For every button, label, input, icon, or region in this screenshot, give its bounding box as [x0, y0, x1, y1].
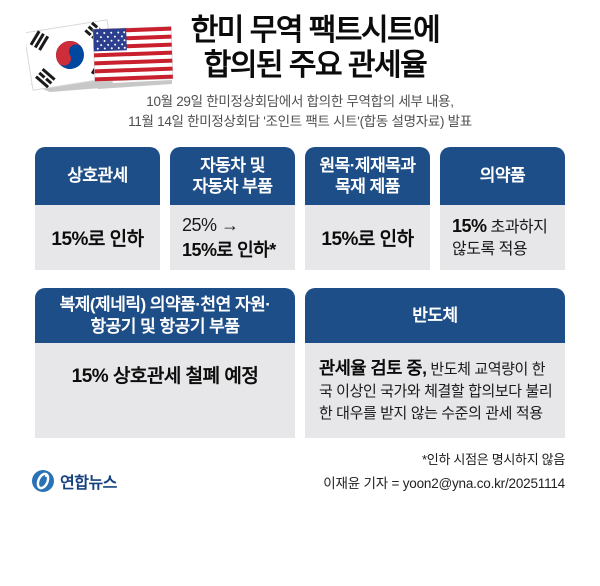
card-lumber-body: 15%로 인하 [305, 205, 430, 270]
card-reciprocal-tariff-header: 상호관세 [35, 147, 160, 205]
card-semiconductor-text-rest: 반도체 교역량이 한국 이상인 국가와 체결할 합의보다 불리한 대우를 받지 … [319, 361, 553, 423]
byline: 이재윤 기자 = yoon2@yna.co.kr/20251114 [323, 476, 565, 491]
card-pharma-header: 의약품 [440, 147, 565, 205]
subtitle: 10월 29일 한미정상회담에서 합의한 무역합의 세부 내용, 11월 14일… [0, 92, 600, 133]
card-pharma: 의약품 15% 초과하지 않도록 적용 [440, 147, 565, 270]
card-auto-parts-value-before: 25% → [182, 215, 239, 236]
card-pharma-body: 15% 초과하지 않도록 적용 [440, 205, 565, 270]
card-pharma-value: 15% 초과하지 않도록 적용 [452, 214, 557, 260]
card-pharma-value-rest: 초과하지 않도록 적용 [452, 219, 548, 258]
subtitle-line-2: 11월 14일 한미정상회담 '조인트 팩트 시트'(합동 설명자료) 발표 [128, 114, 472, 130]
card-semiconductor: 반도체 관세율 검토 중, 반도체 교역량이 한국 이상인 국가와 체결할 합의… [305, 288, 565, 438]
subtitle-line-1: 10월 29일 한미정상회담에서 합의한 무역합의 세부 내용, [146, 94, 454, 109]
title-line-1: 한미 무역 팩트시트에 [190, 14, 441, 47]
korea-us-flags-icon [23, 19, 174, 92]
yonhap-logo-text: 연합뉴스 [60, 475, 117, 492]
card-auto-parts: 자동차 및 자동차 부품 25% → 15%로 인하* [170, 147, 295, 270]
card-pharma-title: 의약품 [479, 166, 526, 186]
title-line-2: 합의된 주요 관세율 [203, 49, 428, 83]
card-semiconductor-header: 반도체 [305, 288, 565, 343]
yonhap-logo-icon [32, 470, 54, 492]
card-lumber-title-line1: 원목·제재목과 [319, 155, 416, 175]
card-generic-pharma-aircraft-body: 15% 상호관세 철폐 예정 [35, 343, 295, 438]
card-lumber-title-line2: 목재 제품 [335, 177, 400, 196]
card-auto-parts-title-line2: 자동차 부품 [192, 177, 273, 196]
card-reciprocal-tariff-body: 15%로 인하 [35, 205, 160, 270]
card-generic-title-line1: 복제(제네릭) 의약품·천연 자원· [59, 295, 271, 315]
card-generic-pharma-aircraft-header: 복제(제네릭) 의약품·천연 자원· 항공기 및 항공기 부품 [35, 288, 295, 343]
card-semiconductor-title: 반도체 [412, 305, 458, 325]
card-auto-parts-value-after: 15%로 인하* [182, 239, 276, 260]
card-generic-pharma-aircraft: 복제(제네릭) 의약품·천연 자원· 항공기 및 항공기 부품 15% 상호관세… [35, 288, 295, 438]
card-semiconductor-text: 관세율 검토 중, 반도체 교역량이 한국 이상인 국가와 체결할 합의보다 불… [305, 343, 565, 425]
card-auto-parts-body: 25% → 15%로 인하* [170, 205, 295, 270]
card-semiconductor-body: 관세율 검토 중, 반도체 교역량이 한국 이상인 국가와 체결할 합의보다 불… [305, 343, 565, 438]
card-reciprocal-tariff-title: 상호관세 [67, 166, 128, 186]
card-generic-value: 15% 상호관세 철폐 예정 [71, 366, 259, 387]
tariff-cards-row-2: 복제(제네릭) 의약품·천연 자원· 항공기 및 항공기 부품 15% 상호관세… [35, 288, 565, 438]
us-flag-icon [92, 26, 174, 82]
card-auto-parts-title-line1: 자동차 및 [200, 155, 265, 175]
yonhap-logo: 연합뉴스 [30, 468, 117, 494]
card-semiconductor-text-strong: 관세율 검토 중, [319, 358, 427, 378]
card-pharma-value-strong: 15% [452, 216, 487, 237]
card-lumber: 원목·제재목과 목재 제품 15%로 인하 [305, 147, 430, 270]
page-title: 한미 무역 팩트시트에 합의된 주요 관세율 [150, 13, 480, 83]
footnote: *인하 시점은 명시하지 않음 [422, 452, 565, 467]
card-generic-title-line2: 항공기 및 항공기 부품 [90, 316, 240, 336]
card-lumber-header: 원목·제재목과 목재 제품 [305, 147, 430, 205]
card-lumber-value: 15%로 인하 [321, 229, 414, 250]
card-reciprocal-tariff-value: 15%로 인하 [51, 229, 144, 250]
card-auto-parts-header: 자동차 및 자동차 부품 [170, 147, 295, 205]
tariff-cards-row-1: 상호관세 15%로 인하 자동차 및 자동차 부품 25% → 15%로 인하*… [35, 147, 565, 270]
card-reciprocal-tariff: 상호관세 15%로 인하 [35, 147, 160, 270]
us-flag-shadow [94, 80, 172, 89]
flags-illustration [23, 14, 178, 98]
